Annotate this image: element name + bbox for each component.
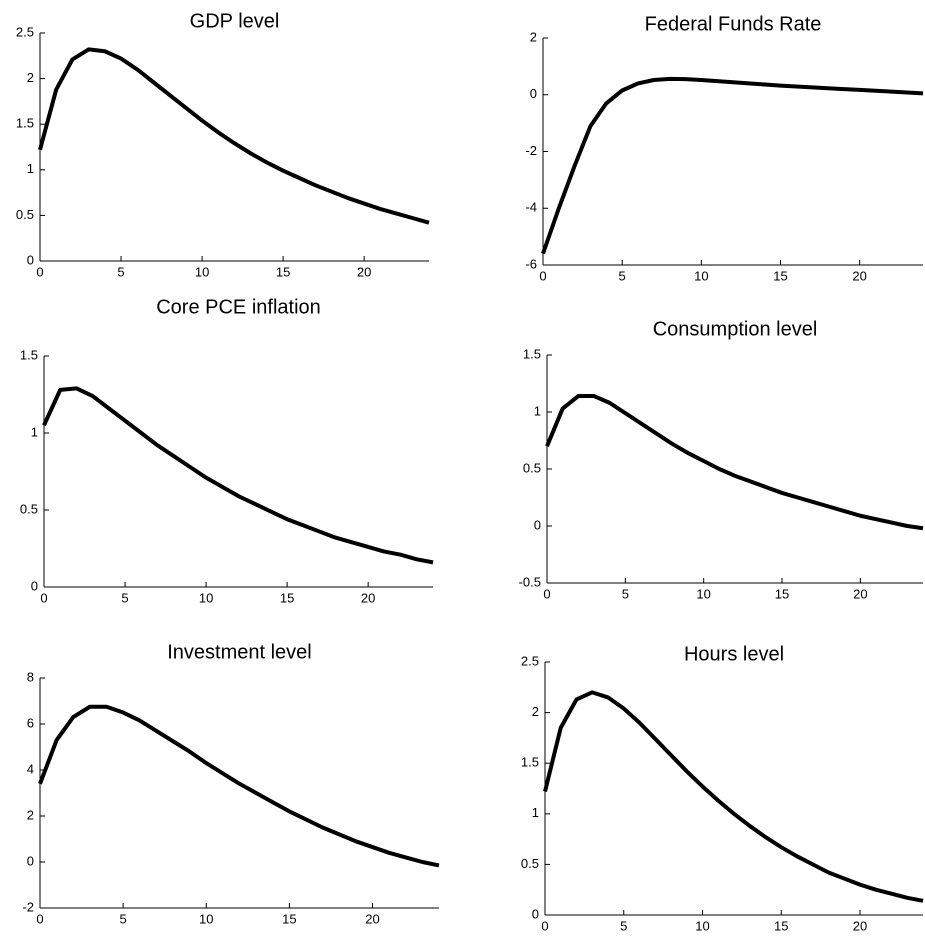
- y-tick-label: 2.5: [521, 653, 539, 668]
- data-line: [543, 690, 924, 903]
- x-tick-label: 5: [619, 268, 626, 283]
- x-tick-label: 0: [36, 911, 43, 926]
- x-tick-label: 0: [36, 264, 43, 279]
- y-tick-label: 8: [27, 669, 34, 684]
- x-tick-label: 15: [775, 586, 789, 601]
- x-tick-label: 15: [280, 590, 294, 605]
- y-tick-label: 0: [27, 853, 34, 868]
- x-tick-label: 10: [694, 268, 708, 283]
- x-tick-label: 20: [357, 264, 371, 279]
- y-tick-label: 0.5: [521, 856, 539, 871]
- x-tick-label: 10: [695, 918, 709, 933]
- y-tick-label: 0: [31, 578, 38, 593]
- y-tick-label: 1: [31, 424, 38, 439]
- chart-title: Hours level: [684, 643, 784, 665]
- chart-title: Investment level: [167, 641, 312, 663]
- y-tick-label: -2: [22, 899, 34, 914]
- data-line: [42, 386, 434, 565]
- y-tick-label: 2: [27, 807, 34, 822]
- chart-title: Consumption level: [653, 318, 818, 340]
- data-line: [545, 394, 924, 531]
- y-tick-label: 2.5: [16, 24, 34, 39]
- y-tick-label: 0: [530, 86, 537, 101]
- y-tick-label: 0.5: [523, 460, 541, 475]
- x-tick-label: 5: [120, 911, 127, 926]
- y-tick-label: 0.5: [16, 207, 34, 222]
- y-tick-label: -0.5: [519, 574, 541, 589]
- y-tick-label: 1: [532, 805, 539, 820]
- y-tick-label: 6: [27, 715, 34, 730]
- y-tick-label: 1: [534, 403, 541, 418]
- x-tick-label: 5: [622, 586, 629, 601]
- y-tick-label: -6: [525, 256, 537, 271]
- x-tick-label: 10: [199, 911, 213, 926]
- chart-title: GDP level: [190, 10, 280, 32]
- x-tick-label: 10: [195, 264, 209, 279]
- y-tick-label: 2: [27, 70, 34, 85]
- x-tick-label: 15: [773, 268, 787, 283]
- x-tick-label: 20: [365, 911, 379, 926]
- y-tick-label: 0: [532, 906, 539, 921]
- data-line: [541, 76, 924, 255]
- data-line: [38, 47, 430, 225]
- chart-title: Core PCE inflation: [156, 296, 321, 318]
- x-tick-label: 20: [361, 590, 375, 605]
- y-tick-label: 0: [534, 517, 541, 532]
- x-tick-label: 0: [541, 918, 548, 933]
- x-tick-label: 15: [774, 918, 788, 933]
- chart-title: Federal Funds Rate: [645, 13, 822, 35]
- x-tick-label: 15: [282, 911, 296, 926]
- x-tick-label: 20: [853, 586, 867, 601]
- y-tick-label: 2: [532, 704, 539, 719]
- x-tick-label: 0: [40, 590, 47, 605]
- x-tick-label: 0: [543, 586, 550, 601]
- y-tick-label: -2: [525, 143, 537, 158]
- x-tick-label: 20: [852, 268, 866, 283]
- y-tick-label: 1.5: [521, 755, 539, 770]
- y-tick-label: 1.5: [523, 346, 541, 361]
- y-tick-label: -4: [525, 200, 537, 215]
- y-tick-label: 4: [27, 761, 34, 776]
- y-tick-label: 0.5: [20, 501, 38, 516]
- y-tick-label: 1: [27, 161, 34, 176]
- y-tick-label: 1.5: [16, 116, 34, 131]
- x-tick-label: 5: [121, 590, 128, 605]
- x-tick-label: 5: [620, 918, 627, 933]
- x-tick-label: 15: [276, 264, 290, 279]
- y-tick-label: 2: [530, 29, 537, 44]
- data-line: [38, 704, 440, 868]
- x-tick-label: 10: [696, 586, 710, 601]
- y-tick-label: 0: [27, 252, 34, 267]
- y-tick-label: 1.5: [20, 347, 38, 362]
- x-tick-label: 5: [117, 264, 124, 279]
- x-tick-label: 0: [539, 268, 546, 283]
- x-tick-label: 10: [199, 590, 213, 605]
- x-tick-label: 20: [853, 918, 867, 933]
